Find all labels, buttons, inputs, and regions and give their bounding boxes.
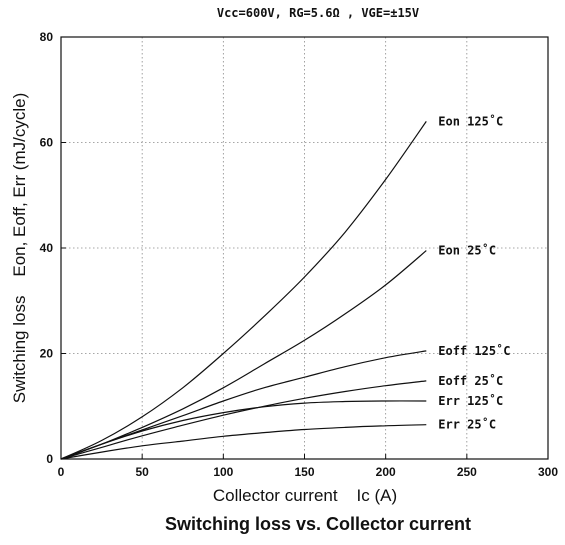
x-axis-ticks: 0 50 100 150 200 250 300 [58, 454, 558, 479]
series-line-3 [60, 380, 427, 460]
series-label-1: Eon 25˚C [438, 243, 496, 258]
series-curves [60, 121, 427, 460]
x-tick-label: 250 [457, 465, 477, 479]
x-tick-label: 200 [376, 465, 396, 479]
series-label-5: Err 25˚C [438, 417, 496, 432]
series-label-4: Err 125˚C [438, 393, 503, 408]
y-tick-label: 0 [46, 452, 53, 466]
y-tick-label: 60 [40, 136, 54, 150]
series-line-5 [60, 424, 427, 460]
series-label-3: Eoff 25˚C [438, 373, 503, 388]
x-tick-label: 0 [58, 465, 65, 479]
series-labels: Eon 125˚C Eon 25˚C Eoff 125˚C Eoff 25˚C Err … [438, 113, 510, 431]
series-line-1 [60, 250, 427, 460]
x-tick-label: 150 [294, 465, 314, 479]
x-tick-label: 50 [135, 465, 149, 479]
y-tick-label: 40 [40, 241, 54, 255]
x-tick-label: 300 [538, 465, 558, 479]
series-line-4 [60, 400, 427, 460]
test-conditions: Vcc=600V, RG=5.6Ω , VGE=±15V [217, 6, 419, 20]
y-tick-label: 80 [40, 30, 54, 44]
y-axis-ticks: 0 20 40 60 80 [40, 30, 66, 466]
grid-lines [61, 37, 548, 459]
chart-caption: Switching loss vs. Collector current [165, 514, 471, 534]
x-tick-label: 100 [213, 465, 233, 479]
y-axis-label: Switching loss Eon, Eoff, Err (mJ/cycle) [10, 93, 29, 404]
series-label-0: Eon 125˚C [438, 113, 503, 128]
y-tick-label: 20 [40, 347, 54, 361]
x-axis-label: Collector current Ic (A) [213, 486, 397, 505]
series-label-2: Eoff 125˚C [438, 343, 510, 358]
series-line-0 [60, 121, 427, 460]
